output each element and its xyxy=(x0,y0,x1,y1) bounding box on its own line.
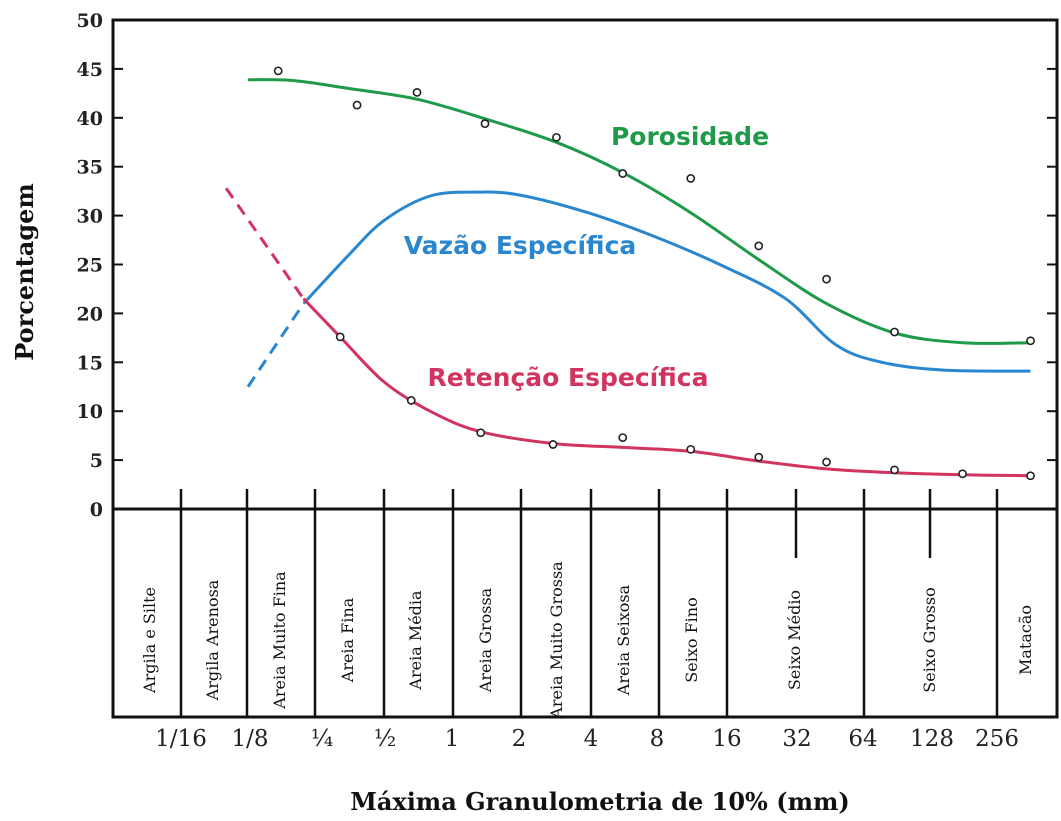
data-point xyxy=(618,433,628,443)
x-tick-label: 16 xyxy=(712,726,741,752)
category-label: Areia Seixosa xyxy=(614,584,633,696)
series-line xyxy=(302,190,1031,373)
x-tick-label: 32 xyxy=(782,726,811,752)
category-label: Areia Média xyxy=(406,590,425,691)
x-tick-label: 4 xyxy=(584,726,599,752)
y-axis-title: Porcentagem xyxy=(10,183,39,360)
data-point xyxy=(618,169,628,178)
y-tick-label: 30 xyxy=(77,206,103,228)
y-tick-label: 45 xyxy=(77,59,103,81)
category-label: Argila e Silte xyxy=(140,587,159,694)
plot-frame xyxy=(111,18,1059,719)
y-tick-label: 50 xyxy=(77,10,103,32)
data-point xyxy=(1026,336,1035,346)
category-label: Areia Grossa xyxy=(476,587,495,693)
series-label: Vazão Específica xyxy=(404,231,637,260)
y-tick-label: 35 xyxy=(77,157,103,179)
y-axis-ticks: 0 5 10 15 20 25 30 35 40 45 50 xyxy=(77,10,1057,521)
category-panel: Argila e Silte Argila Arenosa Areia Muito … xyxy=(140,489,1035,720)
y-tick-label: 20 xyxy=(77,303,103,325)
data-point xyxy=(686,444,696,454)
category-label: Argila Arenosa xyxy=(203,579,222,701)
data-point xyxy=(335,332,345,342)
x-tick-label: 1 xyxy=(445,726,460,752)
data-point xyxy=(273,66,283,76)
data-point xyxy=(548,440,558,449)
y-tick-label: 40 xyxy=(77,108,103,130)
data-point xyxy=(480,119,490,129)
category-label: Areia Muito Grossa xyxy=(547,561,566,720)
y-tick-label: 25 xyxy=(77,255,103,277)
x-tick-label: 256 xyxy=(975,726,1019,752)
data-point xyxy=(1026,471,1035,481)
category-label: Matacão xyxy=(1016,605,1035,675)
data-point xyxy=(412,87,422,97)
x-tick-label: ½ xyxy=(374,726,396,752)
category-label: Seixo Fino xyxy=(682,597,701,682)
category-label: Seixo Grosso xyxy=(920,587,939,692)
y-tick-label: 15 xyxy=(77,352,103,374)
x-tick-label: 1/16 xyxy=(155,726,207,752)
x-tick-label: 128 xyxy=(910,726,954,752)
data-point xyxy=(552,132,561,142)
x-tick-label: 8 xyxy=(650,726,665,752)
data-point xyxy=(958,469,967,479)
data-point xyxy=(352,100,362,110)
data-point xyxy=(686,174,696,183)
x-tick-label: 1/8 xyxy=(231,726,268,752)
data-point xyxy=(754,241,764,251)
data-point xyxy=(476,428,486,438)
series-label: Porosidade xyxy=(611,122,769,151)
y-tick-label: 0 xyxy=(90,499,103,521)
series-dashed-extension xyxy=(224,187,305,300)
x-tick-label: 64 xyxy=(848,726,877,752)
series-layer: Porosidade Vazão Específica Retenção Espec… xyxy=(224,66,1035,481)
series-label: Retenção Específica xyxy=(428,363,709,392)
data-point xyxy=(822,457,831,467)
category-label: Seixo Médio xyxy=(785,590,804,690)
data-point xyxy=(890,327,899,337)
x-axis-title: Máxima Granulometria de 10% (mm) xyxy=(350,787,849,816)
data-point xyxy=(406,396,416,405)
series-dashed-extension xyxy=(246,302,305,388)
x-axis-ticks: 1/16 1/8 ¼ ½ 1 2 4 8 16 32 64 128 256 xyxy=(155,726,1019,752)
y-tick-label: 10 xyxy=(77,401,103,423)
x-tick-label: ¼ xyxy=(311,726,333,752)
x-tick-label: 2 xyxy=(512,726,527,752)
data-point xyxy=(822,274,831,284)
y-tick-label: 5 xyxy=(90,450,103,472)
category-label: Areia Muito Fina xyxy=(270,571,289,710)
category-label: Areia Fina xyxy=(338,597,357,683)
data-point xyxy=(754,452,764,462)
plot-border xyxy=(111,18,1059,719)
data-point xyxy=(890,465,899,475)
